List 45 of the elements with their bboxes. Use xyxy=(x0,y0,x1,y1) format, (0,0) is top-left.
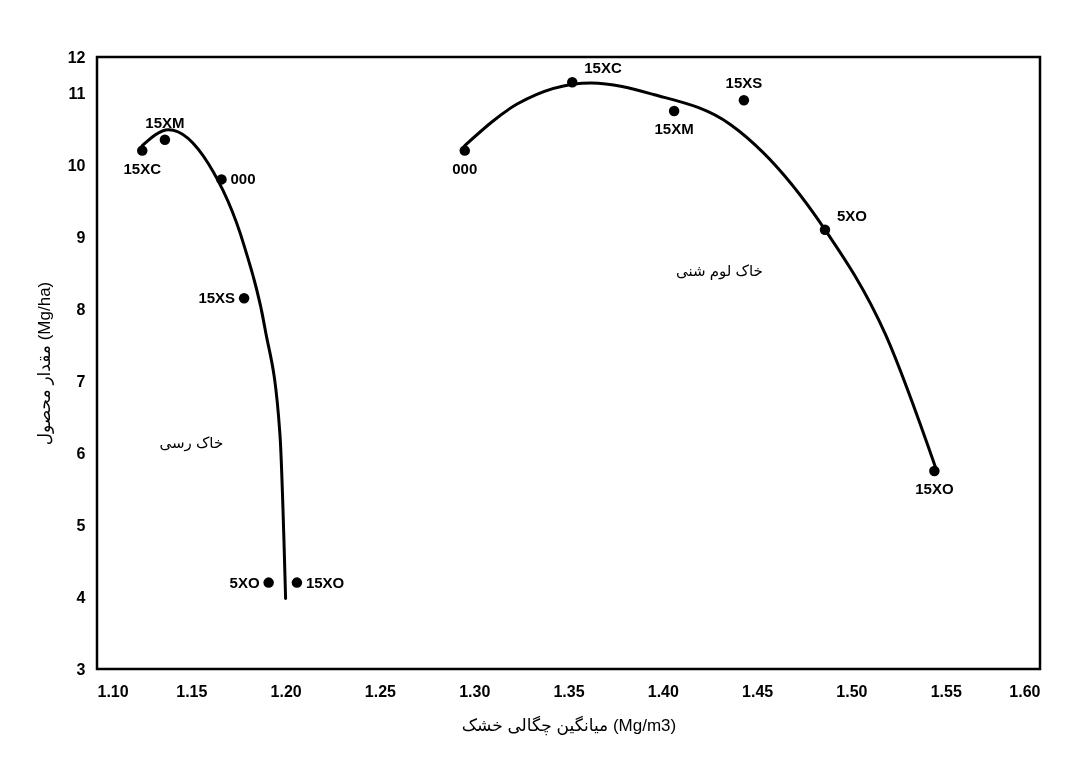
x-tick-label: 1.50 xyxy=(836,682,868,700)
y-tick-label: 11 xyxy=(68,84,86,102)
annotation: 15XC xyxy=(584,59,622,77)
y-tick-label: 9 xyxy=(76,228,86,246)
annotation: 15XS xyxy=(198,289,236,307)
point xyxy=(738,94,750,106)
annotation: 15XO xyxy=(305,573,345,591)
y-tick-label: 3 xyxy=(76,660,86,678)
y-tick-label: 4 xyxy=(76,588,86,606)
y-tick-label: 8 xyxy=(76,300,86,318)
x-tick-label: 1.40 xyxy=(647,682,679,700)
annotation: 15XO xyxy=(915,480,954,497)
point xyxy=(668,105,680,117)
y-tick-label: 6 xyxy=(76,444,86,462)
point xyxy=(291,577,303,588)
y-tick-label: 12 xyxy=(67,48,86,66)
annotation: 15XM xyxy=(145,113,185,131)
point xyxy=(159,134,171,146)
annotation: 000 xyxy=(452,159,478,177)
annotation: 5XO xyxy=(229,573,260,591)
annotation: خاک لوم شنی xyxy=(675,262,763,281)
annotation: خاک رسی xyxy=(159,433,224,452)
x-axis-title: میانگین چگالی خشک (Mg/m3) xyxy=(461,714,677,736)
x-tick-label: 1.55 xyxy=(930,682,962,700)
point xyxy=(137,145,148,156)
point xyxy=(459,145,471,156)
y-tick-label: 10 xyxy=(67,156,86,174)
x-tick-label: 1.30 xyxy=(459,682,491,700)
x-tick-label: 1.10 xyxy=(97,682,129,700)
y-tick-label: 7 xyxy=(76,372,86,390)
annotation: 5XO xyxy=(837,206,868,224)
x-tick-label: 1.35 xyxy=(553,682,585,700)
y-axis-title: مقدار محصول (Mg/ha) xyxy=(34,281,54,446)
x-tick-label: 1.45 xyxy=(742,682,774,700)
annotation: 15XC xyxy=(123,159,162,177)
x-tick-label: 1.20 xyxy=(270,682,302,700)
annotation: 15XM xyxy=(654,120,694,137)
point xyxy=(238,292,250,304)
point xyxy=(263,577,274,588)
annotation: 15XS xyxy=(725,74,763,92)
annotation: 000 xyxy=(230,170,256,188)
y-tick-label: 5 xyxy=(76,516,86,534)
x-tick-label: 1.60 xyxy=(1009,682,1041,700)
x-tick-label: 1.15 xyxy=(176,682,208,700)
x-tick-label: 1.25 xyxy=(364,682,397,700)
